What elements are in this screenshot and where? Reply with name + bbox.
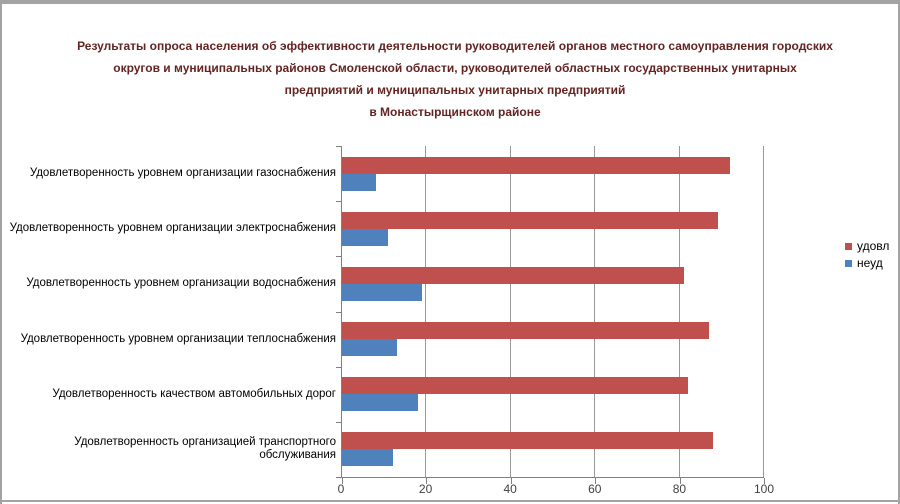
- x-axis-tick-80: [679, 478, 681, 484]
- legend: удовл неуд: [845, 236, 889, 273]
- category-label: Удовлетворенность уровнем организации эл…: [9, 222, 336, 235]
- y-axis-tick: [336, 421, 341, 423]
- category-label: Удовлетворенность организацией транспорт…: [74, 436, 336, 462]
- bar-удовл-2[interactable]: [342, 211, 718, 229]
- bar-удовл-4[interactable]: [342, 322, 710, 340]
- category-label: Удовлетворенность уровнем организации во…: [26, 277, 336, 290]
- chart-title-line-2: округов и муниципальных районов Смоленск…: [113, 61, 797, 75]
- x-axis-tick-label: 0: [337, 482, 345, 496]
- frame-border-top: [0, 0, 900, 4]
- frame-border-bottom: [0, 500, 900, 502]
- legend-item-udovl[interactable]: удовл: [845, 239, 889, 253]
- bar-удовл-6[interactable]: [342, 432, 714, 450]
- y-axis-tick: [336, 201, 341, 203]
- bar-удовл-3[interactable]: [342, 266, 684, 284]
- x-axis-tick-label: 20: [418, 482, 433, 496]
- category-band: [342, 256, 764, 311]
- chart-title-line-1: Результаты опроса населения об эффективн…: [77, 39, 833, 53]
- bar-неуд-4[interactable]: [342, 339, 397, 357]
- x-axis-tick-label: 100: [753, 482, 775, 496]
- gridline-20: [425, 146, 427, 477]
- legend-swatch-neud-icon: [845, 259, 852, 267]
- x-axis-tick-label: 60: [588, 482, 602, 496]
- category-label: Удовлетворенность качеством автомобильны…: [52, 387, 336, 400]
- x-axis-tick-40: [510, 478, 512, 484]
- bar-неуд-1[interactable]: [342, 173, 376, 191]
- gridline-60: [594, 146, 596, 477]
- legend-item-neud[interactable]: неуд: [845, 256, 889, 270]
- legend-swatch-udovl-icon: [845, 242, 852, 250]
- bar-удовл-5[interactable]: [342, 377, 689, 395]
- gridline-40: [509, 146, 511, 477]
- category-band: [342, 422, 764, 477]
- frame-border-left: [0, 0, 2, 504]
- y-axis-tick: [336, 366, 341, 368]
- x-axis-tick-0: [342, 478, 343, 484]
- x-axis-tick-label: 40: [503, 482, 517, 496]
- gridline-100: [763, 146, 764, 477]
- bar-неуд-5[interactable]: [342, 394, 418, 412]
- bar-неуд-2[interactable]: [342, 228, 389, 246]
- category-band: [342, 201, 764, 256]
- x-axis-tick-label: 80: [672, 482, 687, 496]
- category-band: [342, 312, 764, 367]
- gridline-80: [678, 146, 680, 477]
- category-band: [342, 367, 764, 422]
- chart-title-line-3: предприятий и муниципальных унитарных пр…: [284, 83, 626, 97]
- y-axis-tick: [336, 256, 341, 258]
- y-axis-tick: [336, 477, 341, 478]
- category-label: Удовлетворенность уровнем организации га…: [29, 167, 336, 180]
- bar-неуд-3[interactable]: [342, 283, 423, 301]
- chart-title-line-4: в Монастырщинском районе: [369, 105, 541, 119]
- bar-удовл-1[interactable]: [342, 156, 731, 174]
- x-axis-tick-60: [595, 478, 597, 484]
- bar-неуд-6[interactable]: [342, 449, 393, 467]
- category-axis-labels: Удовлетворенность уровнем организации га…: [2, 146, 336, 477]
- plot-area: [336, 146, 765, 484]
- category-band: [342, 146, 764, 201]
- x-axis-tick-20: [426, 478, 428, 484]
- legend-label-neud: неуд: [857, 256, 883, 270]
- y-axis-tick: [336, 146, 341, 147]
- chart-title: Результаты опроса населения об эффективн…: [15, 35, 895, 123]
- y-axis-tick: [336, 311, 341, 313]
- category-label: Удовлетворенность уровнем организации те…: [20, 332, 336, 345]
- frame-border-right: [898, 0, 900, 504]
- legend-label-udovl: удовл: [857, 239, 890, 253]
- x-axis-labels: 0 20 40 60 80 100: [337, 482, 774, 498]
- x-axis-tick-100: [764, 478, 765, 484]
